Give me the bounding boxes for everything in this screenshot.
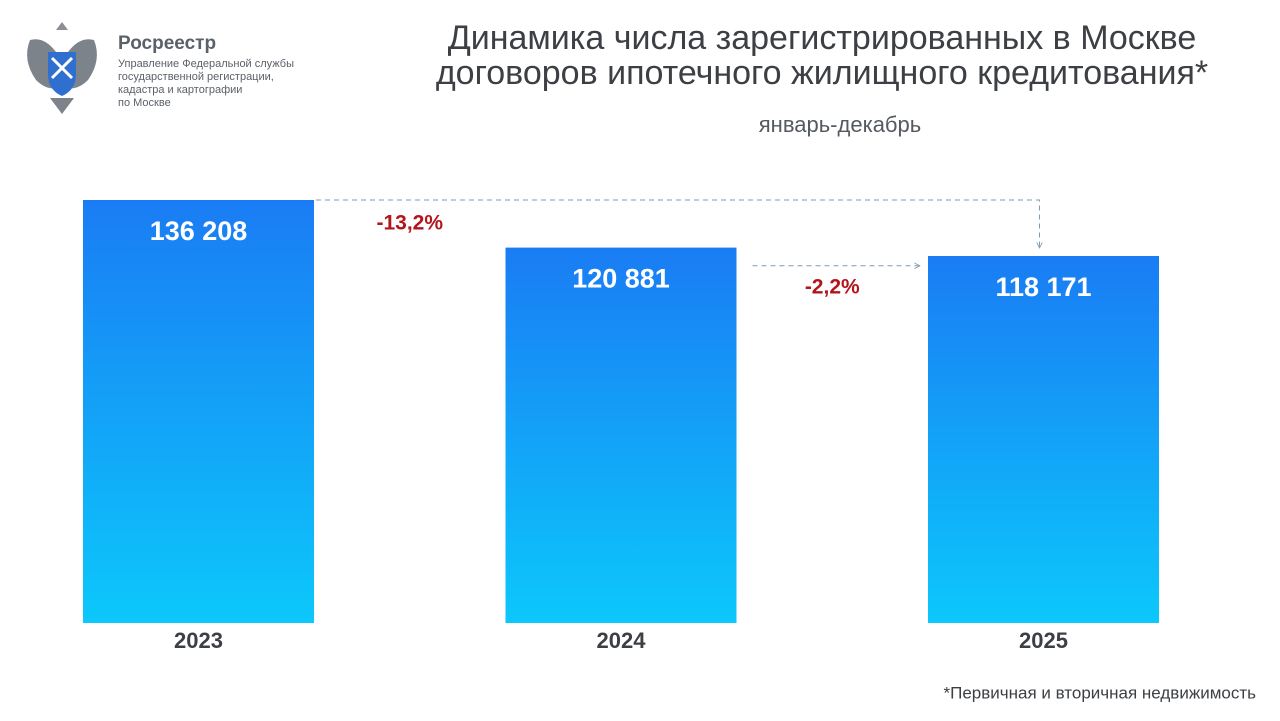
value-label: 120 881: [572, 264, 670, 294]
logo-line: кадастра и картографии: [118, 84, 242, 96]
change-label: -2,2%: [805, 275, 860, 298]
logo-line: государственной регистрации,: [118, 71, 274, 83]
footnote: *Первичная и вторичная недвижимость: [944, 683, 1257, 702]
chart-subtitle: январь-декабрь: [759, 112, 921, 137]
logo-name: Росреестр: [118, 33, 216, 54]
bar: [505, 247, 737, 623]
x-tick-label: 2024: [597, 628, 647, 653]
bar: [83, 200, 314, 623]
connector: [316, 199, 1040, 248]
x-tick-label: 2025: [1019, 628, 1068, 653]
x-tick-label: 2023: [174, 628, 223, 653]
logo-emblem: [27, 22, 97, 114]
value-label: 118 171: [995, 272, 1091, 302]
logo-line: по Москве: [118, 97, 171, 109]
value-label: 136 208: [150, 216, 248, 246]
chart-title: Динамика числа зарегистрированных в Моск…: [448, 19, 1197, 57]
logo-line: Управление Федеральной службы: [118, 58, 294, 70]
chart-title: договоров ипотечного жилищного кредитова…: [436, 54, 1208, 92]
bar: [928, 256, 1159, 623]
change-label: -13,2%: [376, 212, 443, 235]
